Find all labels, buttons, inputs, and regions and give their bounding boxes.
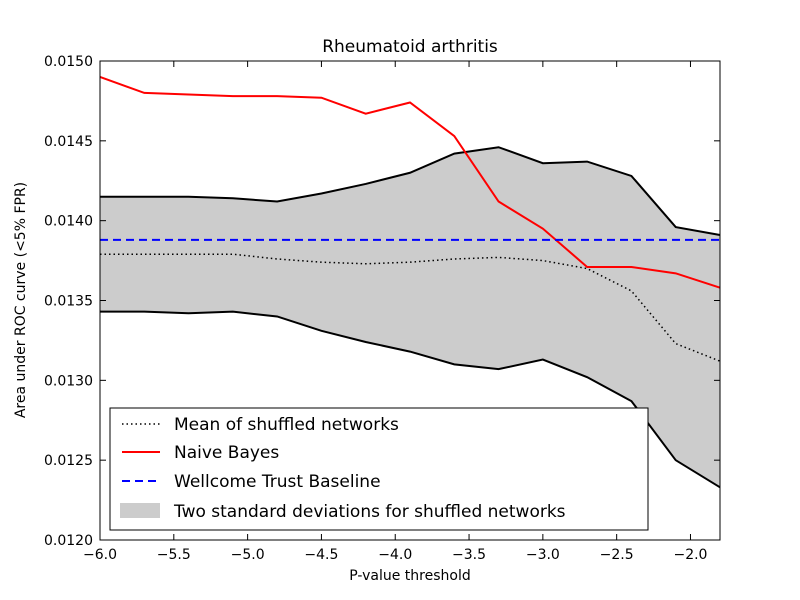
naive-bayes-line xyxy=(99,76,721,289)
x-tick-label: −2.0 xyxy=(673,547,707,563)
y-axis-label: Area under ROC curve (<5% FPR) xyxy=(13,182,29,418)
legend-label-naive-bayes: Naive Bayes xyxy=(174,443,279,463)
x-tick-label: −6.0 xyxy=(83,547,117,563)
x-tick-label: −2.5 xyxy=(600,547,634,563)
legend-swatch-band xyxy=(120,503,160,518)
y-tick-label: 0.0125 xyxy=(44,453,93,469)
x-tick-label: −3.5 xyxy=(452,547,486,563)
legend: Mean of shuffled networks Naive Bayes We… xyxy=(109,407,649,531)
band-upper-line xyxy=(100,146,721,237)
x-tick-label: −5.5 xyxy=(157,547,191,563)
y-tick-label: 0.0145 xyxy=(44,134,93,150)
y-tick-label: 0.0140 xyxy=(44,214,93,230)
band-lower-line xyxy=(100,310,721,489)
chart-title: Rheumatoid arthritis xyxy=(322,37,498,57)
legend-label-band: Two standard deviations for shuffled net… xyxy=(173,502,566,522)
y-tick-label: 0.0130 xyxy=(44,373,93,389)
x-tick-label: −3.0 xyxy=(526,547,560,563)
x-tick-label: −4.5 xyxy=(304,547,338,563)
x-tick-label: −4.0 xyxy=(378,547,412,563)
band-area xyxy=(100,147,720,488)
y-tick-label: 0.0150 xyxy=(44,54,93,70)
x-axis-label: P-value threshold xyxy=(349,568,470,584)
legend-label-wellcome: Wellcome Trust Baseline xyxy=(174,472,381,492)
y-tick-label: 0.0120 xyxy=(44,533,93,549)
legend-box xyxy=(109,407,649,531)
y-tick-label: 0.0135 xyxy=(44,294,93,310)
legend-label-mean: Mean of shuffled networks xyxy=(174,415,399,435)
x-tick-label: −5.0 xyxy=(231,547,265,563)
